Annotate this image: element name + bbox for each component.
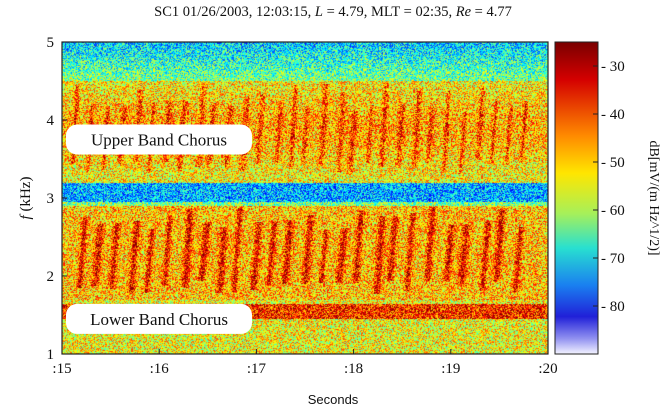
x-tick-label: :16	[150, 361, 170, 377]
colorbar	[554, 41, 599, 355]
x-tick-label: :18	[344, 361, 363, 377]
y-axis-label: f (kHz)	[18, 177, 34, 220]
annotation-text: Upper Band Chorus	[91, 131, 227, 150]
y-tick-label: 1	[47, 347, 55, 363]
y-tick-label: 2	[47, 269, 55, 285]
chorus-annotation: Lower Band Chorus	[66, 303, 252, 334]
spectrogram-image	[62, 42, 548, 354]
annotation-box	[66, 303, 252, 334]
annotation-text: Lower Band Chorus	[90, 310, 228, 329]
x-axis-label: Seconds	[307, 392, 359, 407]
x-tick-label: :19	[441, 361, 460, 377]
y-tick-label: 5	[47, 35, 55, 51]
chorus-annotation: Upper Band Chorus	[66, 124, 252, 155]
colorbar-tick-label: - 80	[601, 299, 625, 315]
x-tick-label: :17	[247, 361, 267, 377]
colorbar-tick-label: - 30	[601, 59, 625, 75]
colorbar-tick-label: - 60	[601, 203, 625, 219]
x-tick-label: :20	[538, 361, 557, 377]
colorbar-tick-label: - 40	[601, 107, 625, 123]
colorbar-tick-label: - 50	[601, 155, 625, 171]
y-tick-label: 3	[47, 191, 55, 207]
chart-title: SC1 01/26/2003, 12:03:15, L = 4.79, MLT …	[154, 4, 512, 20]
x-tick-label: :15	[52, 361, 71, 377]
y-axis-symbol: f	[18, 213, 34, 219]
y-axis-unit: (kHz)	[18, 177, 34, 216]
colorbar-tick-label: - 70	[601, 251, 625, 267]
y-tick-label: 4	[47, 113, 55, 129]
colorbar-label: dB[mV/(m Hz^1/2)]	[646, 140, 661, 255]
annotation-box	[66, 124, 252, 155]
